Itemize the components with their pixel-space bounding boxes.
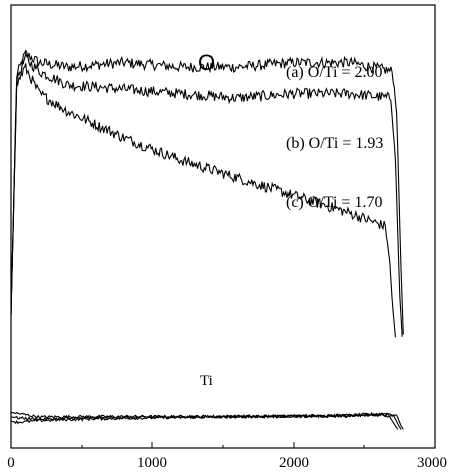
series-line-o-1 xyxy=(10,51,403,337)
series-layer xyxy=(10,49,404,430)
x-tick-label: 0 xyxy=(7,455,15,471)
series-line-o-2 xyxy=(10,63,396,338)
element-label-o: O xyxy=(198,50,215,75)
annotation-a: (a) O/Ti = 2.00 xyxy=(286,64,382,81)
x-axis-ticks: 0 1000 2000 3000 xyxy=(7,442,447,471)
x-tick-label: 1000 xyxy=(137,455,167,471)
annotation-b: (b) O/Ti = 1.93 xyxy=(286,135,383,152)
x-tick-label: 2000 xyxy=(279,455,309,471)
series-line-ti-5 xyxy=(10,413,399,430)
series-line-o-0 xyxy=(10,49,404,335)
annotation-c: (c) O/Ti = 1.70 xyxy=(286,194,382,211)
element-label-ti: Ti xyxy=(200,373,213,389)
x-tick-label: 3000 xyxy=(417,455,447,471)
